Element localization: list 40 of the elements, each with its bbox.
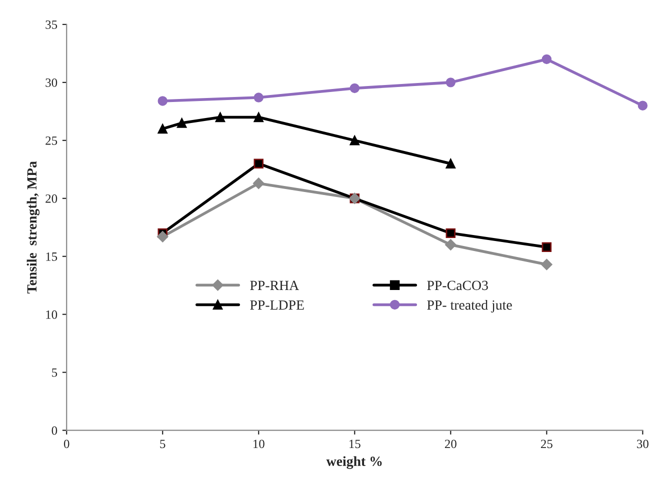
point <box>158 96 168 106</box>
x-tick-label: 0 <box>64 440 70 448</box>
point <box>446 78 456 88</box>
point <box>446 158 456 168</box>
x-tick-label: 30 <box>637 440 648 448</box>
point <box>215 112 226 122</box>
y-tick-label: 20 <box>46 194 58 203</box>
point <box>254 112 264 122</box>
y-tick-label: 10 <box>46 310 58 319</box>
legend-label: PP-LDPE <box>250 300 304 310</box>
point <box>542 242 552 252</box>
x-tick-label: 25 <box>540 440 552 448</box>
point <box>253 178 264 189</box>
point <box>445 239 456 250</box>
y-tick-label: 35 <box>46 20 58 29</box>
point <box>350 83 360 94</box>
point <box>158 124 168 134</box>
point <box>350 136 360 146</box>
point <box>254 158 264 168</box>
legend-label: PP-RHA <box>250 280 300 290</box>
x-tick-label: 10 <box>253 440 264 448</box>
y-tick-label: 15 <box>46 252 58 261</box>
point <box>176 118 187 128</box>
y-tick-label: 0 <box>52 426 58 435</box>
point <box>157 231 168 242</box>
point <box>446 228 456 238</box>
x-tick-label: 15 <box>349 440 360 448</box>
y-tick-label: 30 <box>46 78 58 87</box>
x-axis-title: weight % <box>326 456 382 469</box>
y-axis-title: Tensile strength, MPa <box>26 161 40 294</box>
y-tick-label: 5 <box>52 368 58 377</box>
legend-label: PP-CaCO3 <box>427 280 488 290</box>
y-tick-label: 25 <box>46 136 58 145</box>
point <box>541 258 552 270</box>
x-tick-label: 20 <box>444 440 456 448</box>
legend-label: PP- treated jute <box>427 300 512 313</box>
point <box>254 92 264 102</box>
x-tick-label: 5 <box>160 440 166 448</box>
point <box>542 54 552 64</box>
point <box>638 100 648 110</box>
